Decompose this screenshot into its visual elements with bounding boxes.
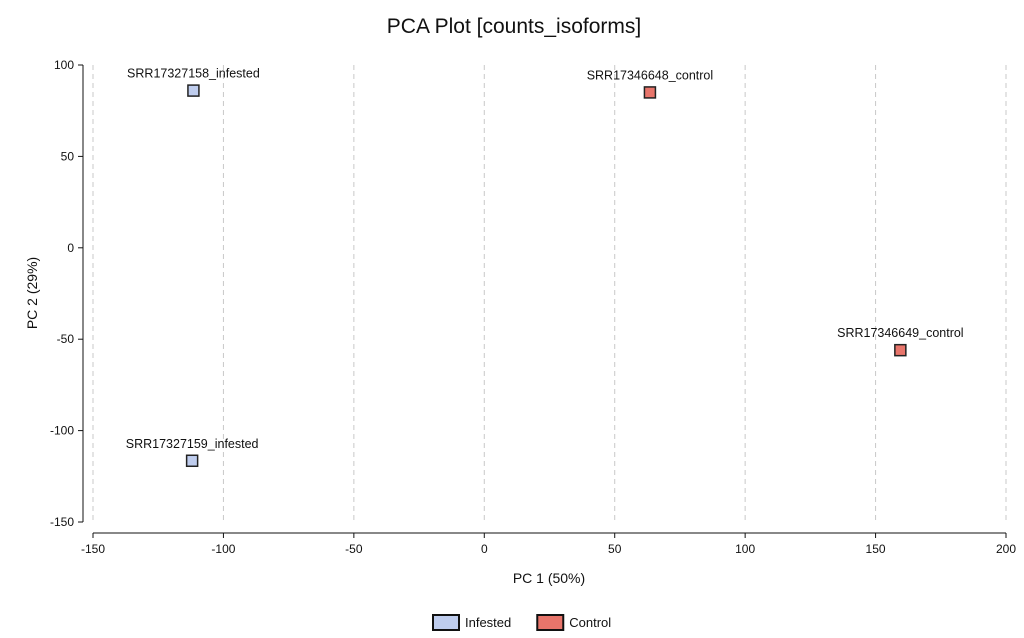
x-tick-label: 50 bbox=[608, 542, 622, 556]
y-tick-label: -150 bbox=[50, 515, 74, 529]
y-tick-label: -100 bbox=[50, 424, 74, 438]
y-tick-label: 100 bbox=[54, 58, 74, 72]
legend-label-control: Control bbox=[569, 615, 611, 630]
data-point-infested bbox=[185, 454, 199, 468]
chart-title: PCA Plot [counts_isoforms] bbox=[387, 15, 641, 38]
y-tick-label: 50 bbox=[61, 149, 75, 163]
data-point-control bbox=[643, 86, 657, 99]
point-label: SRR17327158_infested bbox=[127, 67, 260, 81]
y-tick-label: 0 bbox=[67, 241, 74, 255]
x-tick-label: -150 bbox=[81, 542, 105, 556]
data-point-control bbox=[894, 343, 907, 357]
x-tick-label: -100 bbox=[211, 542, 235, 556]
y-axis-label: PC 2 (29%) bbox=[24, 257, 40, 329]
x-tick-label: 200 bbox=[996, 542, 1016, 556]
x-tick-label: 150 bbox=[866, 542, 886, 556]
point-label: SRR17346648_control bbox=[587, 68, 713, 82]
x-tick-label: 0 bbox=[481, 542, 488, 556]
point-label: SRR17346649_control bbox=[837, 326, 963, 340]
legend-swatch-infested bbox=[432, 614, 460, 631]
x-tick-label: 100 bbox=[735, 542, 755, 556]
point-label: SRR17327159_infested bbox=[126, 437, 259, 451]
y-tick-label: -50 bbox=[57, 332, 75, 346]
x-axis-label: PC 1 (50%) bbox=[513, 570, 585, 586]
legend-label-infested: Infested bbox=[465, 615, 511, 630]
data-point-infested bbox=[187, 84, 200, 97]
legend-swatch-control bbox=[536, 614, 565, 631]
x-tick-label: -50 bbox=[345, 542, 363, 556]
